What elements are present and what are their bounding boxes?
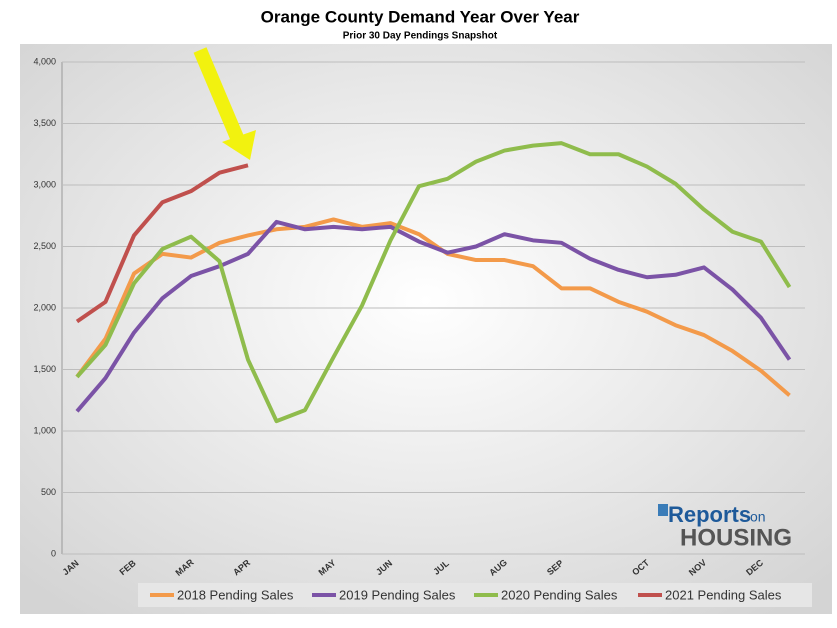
y-tick-label: 1,500 — [33, 364, 56, 374]
y-tick-label: 4,000 — [33, 56, 56, 66]
y-tick-label: 2,000 — [33, 302, 56, 312]
legend-label: 2018 Pending Sales — [177, 587, 294, 602]
arrow — [193, 47, 256, 160]
logo-text: Reports — [668, 502, 751, 527]
y-tick-label: 3,500 — [33, 118, 56, 128]
plot-background — [20, 44, 832, 614]
y-tick-label: 2,500 — [33, 241, 56, 251]
chart-subtitle: Prior 30 Day Pendings Snapshot — [343, 31, 498, 42]
logo-text: HOUSING — [680, 524, 792, 551]
chart-title: Orange County Demand Year Over Year — [261, 7, 580, 26]
y-tick-label: 500 — [41, 487, 56, 497]
series-line — [75, 163, 249, 324]
logo-text: on — [750, 509, 766, 525]
legend-label: 2021 Pending Sales — [665, 587, 782, 602]
legend-label: 2020 Pending Sales — [501, 587, 618, 602]
series-line — [75, 217, 791, 397]
series-line — [75, 141, 792, 424]
legend-label: 2019 Pending Sales — [339, 587, 456, 602]
y-tick-label: 1,000 — [33, 425, 56, 435]
y-tick-label: 0 — [51, 548, 56, 558]
series-line — [75, 219, 792, 413]
y-tick-label: 3,000 — [33, 179, 56, 189]
logo: Reports on HOUSING — [658, 502, 792, 551]
